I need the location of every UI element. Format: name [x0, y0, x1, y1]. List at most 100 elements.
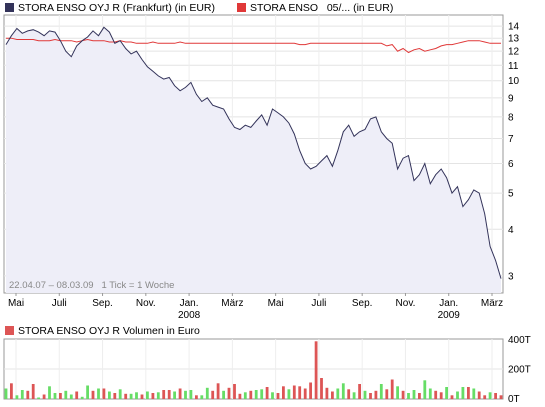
x-tick-label: Sep.: [92, 298, 113, 309]
volume-bar: [222, 390, 225, 400]
volume-bar: [162, 390, 166, 399]
y-tick-label: 11: [508, 61, 519, 72]
volume-bar: [64, 390, 68, 400]
x-tick-label: Jan.: [180, 298, 199, 309]
volume-bar: [118, 389, 122, 400]
volume-bar: [69, 394, 73, 399]
volume-bar: [390, 379, 394, 399]
volume-bar: [146, 391, 149, 399]
volume-bar: [477, 391, 481, 399]
volume-bar: [129, 393, 133, 400]
volume-bar: [151, 393, 155, 399]
volume-bar: [314, 341, 318, 400]
series-line-price: [5, 26, 502, 279]
volume-bar: [341, 383, 345, 400]
y-tick-label: 8: [508, 112, 514, 123]
volume-bar: [467, 387, 470, 399]
volume-bar: [379, 384, 383, 399]
volume-bar: [189, 390, 193, 399]
x-tick-label: Nov.: [396, 298, 416, 309]
y-tick-label: 12: [508, 47, 520, 58]
range-note: 22.04.07 – 08.03.09 1 Tick = 1 Woche: [9, 280, 174, 291]
y-tick-label: 9: [508, 93, 514, 104]
volume-bar: [369, 393, 372, 399]
volume-bar: [26, 390, 30, 400]
volume-bar: [407, 393, 410, 399]
volume-bar: [59, 393, 62, 399]
x-tick-label: März: [481, 298, 503, 309]
volume-bar: [42, 394, 46, 399]
volume-bar: [233, 384, 236, 399]
volume-bar: [124, 393, 128, 400]
series-line-reference: [6, 37, 501, 54]
volume-bar: [292, 385, 296, 399]
volume-bar: [15, 395, 19, 400]
volume-bar: [140, 394, 144, 399]
volume-bar: [412, 390, 416, 399]
volume-bar: [325, 387, 329, 400]
volume-bar: [347, 389, 351, 400]
volume-bar: [282, 386, 285, 400]
y-tick-label: 13: [508, 34, 520, 45]
x-tick-label: Juli: [311, 298, 326, 309]
volume-bar: [178, 388, 182, 399]
volume-bars: [4, 341, 503, 400]
volume-bar: [75, 391, 79, 399]
volume-bar: [20, 390, 24, 399]
volume-bar: [488, 392, 492, 400]
x-tick-label: Jan.: [439, 298, 458, 309]
y-tick-label: 10: [508, 76, 520, 87]
x-tick-year: 2008: [178, 310, 201, 321]
volume-bar: [86, 385, 89, 399]
y-tick-label: 4: [508, 225, 514, 236]
price-area-fill: [6, 27, 501, 294]
volume-bar: [499, 395, 503, 400]
volume-bar: [374, 390, 378, 400]
volume-bar: [4, 388, 8, 399]
y-tick-label: 6: [508, 159, 514, 170]
volume-bar: [113, 393, 117, 399]
volume-bar: [401, 390, 405, 400]
legend-swatch-reference: [237, 3, 246, 12]
legend-swatch-price: [5, 3, 14, 12]
volume-bar: [494, 393, 497, 399]
volume-y-tick-label: 400T: [508, 335, 531, 346]
volume-bar: [249, 390, 253, 400]
volume-bar: [211, 390, 215, 400]
x-tick-label: März: [221, 298, 243, 309]
volume-bar: [108, 391, 111, 399]
volume-bar: [48, 386, 51, 400]
y-tick-label: 14: [508, 22, 520, 33]
volume-bar: [135, 392, 138, 400]
x-tick-label: Mai: [8, 298, 24, 309]
volume-bar: [358, 384, 361, 399]
volume-bar: [205, 387, 209, 400]
volume-bar: [216, 383, 220, 400]
x-tick-label: Juli: [52, 298, 67, 309]
volume-bar: [287, 389, 291, 400]
volume-bar: [53, 393, 57, 399]
volume-bar: [450, 395, 454, 400]
volume-bar: [276, 393, 280, 399]
volume-y-tick-label: 200T: [508, 365, 531, 376]
volume-bar: [363, 390, 367, 400]
volume-bar: [184, 390, 187, 400]
volume-y-axis: 400T 200T 0T: [508, 335, 531, 405]
volume-bar: [439, 392, 443, 400]
volume-bar: [303, 388, 307, 399]
volume-bar: [227, 387, 231, 400]
volume-bar: [80, 396, 84, 400]
volume-bar: [271, 392, 274, 400]
x-tick-label: Nov.: [136, 298, 156, 309]
x-tick-label: Mai: [268, 298, 284, 309]
volume-bar: [472, 388, 476, 399]
volume-bar: [200, 395, 204, 400]
legend-label-reference: STORA ENSO 05/... (in EUR): [250, 2, 393, 14]
volume-bar: [423, 380, 427, 400]
volume-bar: [298, 386, 302, 400]
volume-bar: [91, 390, 95, 400]
y-tick-label: 3: [508, 271, 514, 282]
volume-bar: [385, 389, 389, 400]
